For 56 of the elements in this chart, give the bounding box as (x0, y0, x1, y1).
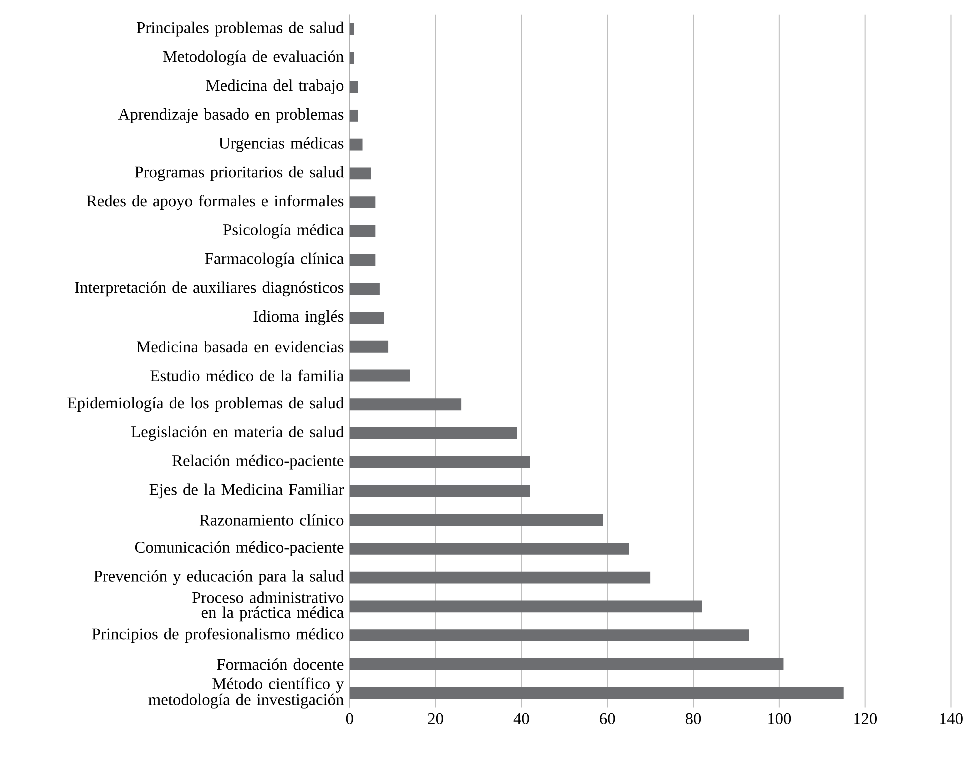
x-tick-label: 40 (514, 713, 530, 724)
bar (350, 80, 358, 93)
y-tick-label: Prevención y educación para la salud (94, 570, 344, 586)
y-tick-label: Estudio médico de la familia (150, 370, 344, 382)
x-tick-label: 140 (940, 713, 963, 724)
y-tick-label: Formación docente (217, 658, 344, 670)
x-tick-label: 60 (600, 713, 616, 724)
y-tick-label: Razonamiento clínico (200, 514, 344, 526)
bar (350, 572, 651, 584)
bar (350, 138, 363, 151)
bar (350, 312, 384, 324)
y-tick-label: Redes de apoyo formales e informales (86, 194, 344, 210)
y-tick-label: Proceso administrativo en la práctica médica (192, 592, 344, 622)
bar (350, 658, 784, 670)
x-tick-label: 80 (686, 713, 702, 724)
y-tick-label: Comunicación médico-paciente (135, 541, 344, 556)
x-tick-label: 20 (428, 713, 444, 724)
bar (350, 110, 358, 122)
y-tick-label: Farmacología clínica (205, 252, 344, 268)
y-tick-label: Aprendizaje basado en problemas (118, 108, 344, 124)
y-tick-label: Relación médico-paciente (172, 454, 344, 470)
x-tick-label: 120 (854, 713, 878, 724)
bar (350, 629, 750, 642)
bar (350, 168, 372, 180)
y-tick-label: Principios de profesionalismo médico (92, 628, 344, 643)
y-tick-label: Epidemiología de los problemas de salud (68, 396, 344, 412)
bar (350, 427, 518, 440)
bar (350, 196, 376, 208)
bar (350, 456, 530, 468)
y-tick-label: Psicología médica (224, 224, 344, 239)
y-tick-label: Medicina basada en evidencias (137, 340, 344, 352)
bar (350, 514, 604, 526)
bar (350, 225, 376, 238)
bar (350, 52, 354, 64)
bar (350, 23, 354, 36)
y-tick-label: Método científico y metodología de investigación (148, 678, 344, 709)
x-tick-label: 0 (346, 713, 354, 724)
bar (350, 282, 380, 295)
bar (350, 254, 376, 266)
y-tick-label: Ejes de la Medicina Familiar (150, 484, 344, 498)
bar (350, 600, 702, 612)
y-tick-label: Interpretación de auxiliares diagnósticos (75, 281, 344, 296)
y-tick-label: Principales problemas de salud (136, 22, 344, 37)
bar (350, 542, 630, 555)
y-tick-label: Metodología de evaluación (163, 50, 344, 66)
y-tick-label: Idioma inglés (254, 310, 344, 326)
bar (350, 370, 410, 382)
y-tick-label: Urgencias médicas (219, 137, 344, 152)
y-tick-label: Programas prioritarios de salud (135, 166, 344, 181)
bar (350, 687, 844, 700)
bar (350, 398, 462, 410)
y-tick-label: Medicina del trabajo (206, 79, 344, 94)
x-tick-label: 100 (768, 713, 792, 724)
bar (350, 485, 530, 497)
y-tick-label: Legislación en materia de salud (132, 426, 344, 441)
bar (350, 340, 389, 353)
